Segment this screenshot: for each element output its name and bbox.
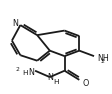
- Text: H: H: [22, 70, 27, 76]
- Text: O: O: [82, 79, 89, 88]
- Text: N: N: [12, 19, 18, 28]
- Text: N: N: [28, 68, 34, 77]
- Text: 2: 2: [101, 59, 104, 64]
- Text: H: H: [53, 79, 59, 85]
- Text: N: N: [47, 73, 53, 82]
- Text: NH: NH: [97, 54, 109, 63]
- Text: 2: 2: [16, 67, 20, 72]
